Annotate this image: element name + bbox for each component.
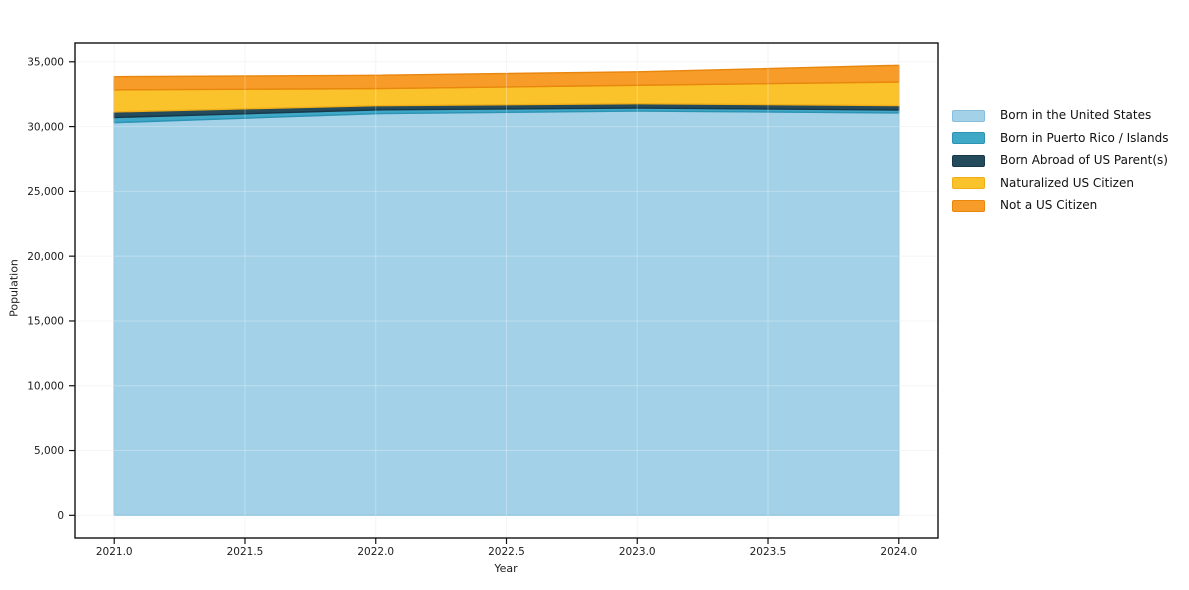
x-tick-label: 2023.0 <box>619 546 656 558</box>
legend-swatch-born-in-us <box>952 109 985 122</box>
legend-item: Naturalized US Citizen <box>952 175 1169 190</box>
x-tick-label: 2021.0 <box>96 546 133 558</box>
legend-swatch-not-citizen <box>952 199 985 212</box>
legend-label: Naturalized US Citizen <box>1000 175 1134 190</box>
x-tick-label: 2022.5 <box>488 546 525 558</box>
area-not-citizen <box>113 64 900 91</box>
legend: Born in the United States Born in Puerto… <box>952 109 1169 212</box>
x-tick-label: 2023.5 <box>750 546 787 558</box>
x-tick-label: 2024.0 <box>880 546 917 558</box>
gridlines-overlay <box>75 43 938 538</box>
legend-swatch-born-abroad <box>952 154 985 167</box>
legend-item: Born Abroad of US Parent(s) <box>952 154 1169 167</box>
legend-item: Born in the United States <box>952 109 1169 122</box>
y-tick-label: 20,000 <box>27 251 64 263</box>
y-tick-label: 30,000 <box>27 121 64 133</box>
x-axis-label: Year <box>494 562 518 575</box>
legend-swatch-born-puerto-rico <box>952 132 985 144</box>
axis-ticks <box>69 61 900 544</box>
y-tick-label: 25,000 <box>27 186 64 198</box>
legend-label: Not a US Citizen <box>1000 198 1098 212</box>
y-tick-label: 15,000 <box>27 316 64 328</box>
legend-label: Born in Puerto Rico / Islands <box>1000 130 1169 145</box>
legend-label: Born in the United States <box>1000 108 1152 122</box>
legend-label: Born Abroad of US Parent(s) <box>1000 153 1168 167</box>
legend-swatch-naturalized <box>952 177 985 189</box>
legend-item: Not a US Citizen <box>952 199 1169 212</box>
y-tick-label: 10,000 <box>27 380 64 392</box>
x-tick-label: 2021.5 <box>227 546 264 558</box>
legend-item: Born in Puerto Rico / Islands <box>952 130 1169 145</box>
y-tick-label: 5,000 <box>34 445 64 457</box>
y-tick-label: 35,000 <box>27 56 64 68</box>
x-tick-label: 2022.0 <box>357 546 394 558</box>
y-tick-label: 0 <box>57 510 64 522</box>
y-axis-label: Population <box>7 259 21 317</box>
